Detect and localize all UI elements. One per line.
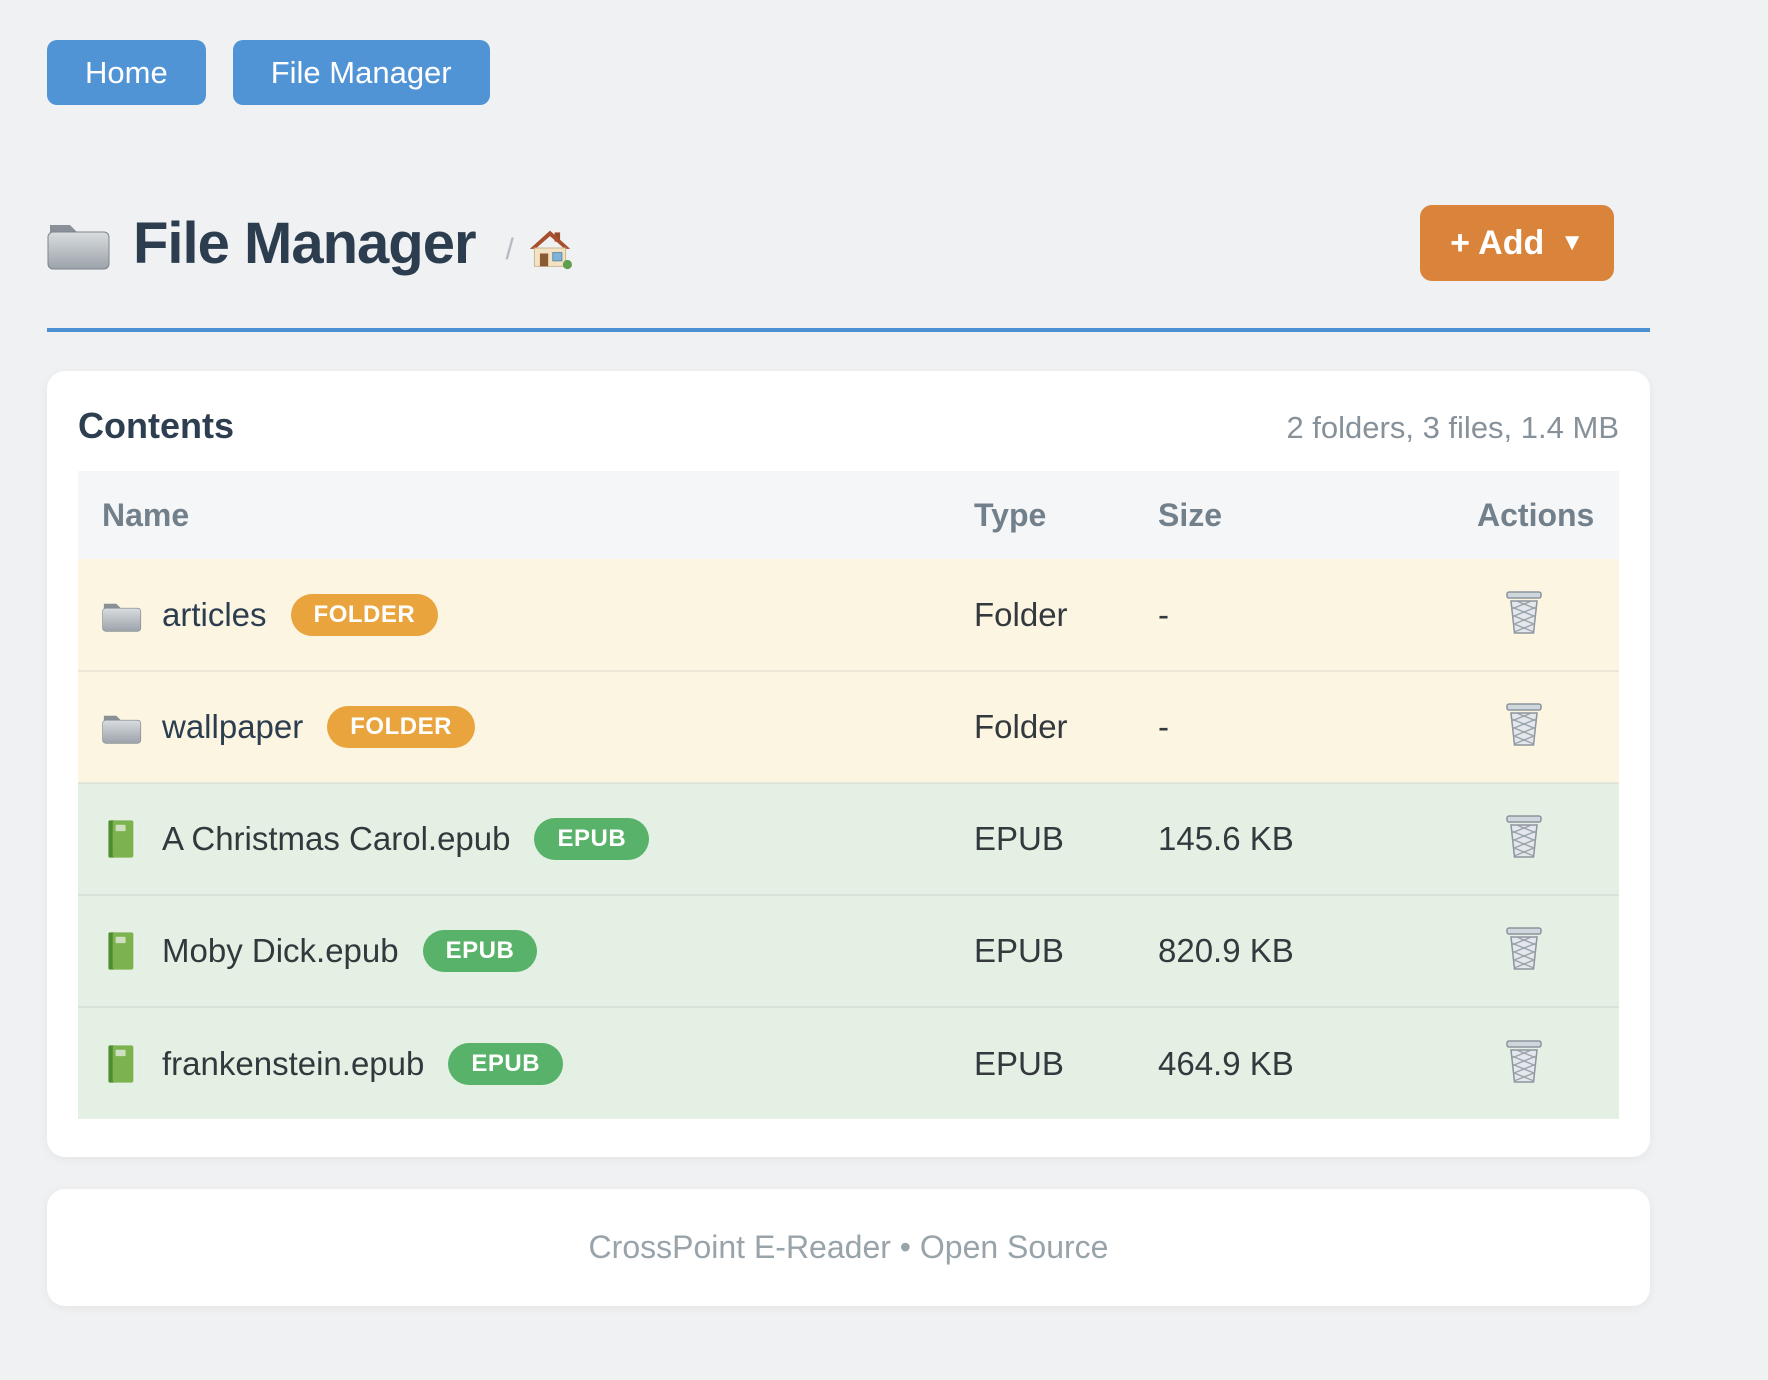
file-table-head: Name Type Size Actions [78, 471, 1619, 559]
column-header-size: Size [1134, 471, 1453, 559]
item-type: Folder [950, 671, 1134, 783]
trash-icon [1503, 1039, 1545, 1085]
item-type-badge: EPUB [422, 930, 538, 972]
item-size: 820.9 KB [1134, 895, 1453, 1007]
trash-icon [1503, 814, 1545, 860]
green-book-icon [108, 820, 137, 858]
trash-icon [1503, 926, 1545, 972]
column-header-name: Name [78, 471, 950, 559]
folder-icon [102, 602, 142, 632]
contents-card-header: Contents 2 folders, 3 files, 1.4 MB [78, 405, 1619, 447]
home-icon [529, 230, 572, 270]
table-row[interactable]: Moby Dick.epub EPUB EPUB 820.9 KB [78, 895, 1619, 1007]
delete-button[interactable] [1499, 698, 1549, 752]
contents-summary: 2 folders, 3 files, 1.4 MB [1286, 410, 1619, 445]
file-manager-button[interactable]: File Manager [232, 40, 490, 105]
delete-button[interactable] [1499, 1035, 1549, 1089]
page: Home File Manager File Manager / + Add ▼… [47, 0, 1650, 1306]
item-type-badge: EPUB [448, 1042, 564, 1085]
title-underline [47, 328, 1650, 332]
column-header-type: Type [950, 471, 1134, 559]
delete-button[interactable] [1499, 586, 1549, 640]
item-name: articles [162, 595, 267, 633]
page-title: File Manager [133, 210, 477, 276]
table-row[interactable]: wallpaper FOLDER Folder - [78, 671, 1619, 783]
item-type: EPUB [950, 783, 1134, 895]
contents-card: Contents 2 folders, 3 files, 1.4 MB Name… [47, 371, 1650, 1157]
footer-card: CrossPoint E-Reader • Open Source [47, 1189, 1650, 1306]
item-size: 145.6 KB [1134, 783, 1453, 895]
item-type: EPUB [950, 895, 1134, 1007]
green-book-icon [108, 932, 137, 970]
item-size: - [1134, 671, 1453, 783]
top-nav: Home File Manager [47, 0, 1650, 105]
breadcrumb-home-link[interactable] [528, 226, 572, 270]
item-name: frankenstein.epub [162, 1044, 425, 1082]
delete-button[interactable] [1499, 922, 1549, 976]
item-type: Folder [950, 559, 1134, 671]
file-table: Name Type Size Actions articles FOLDER F… [78, 471, 1619, 1119]
trash-icon [1503, 702, 1545, 748]
item-name: wallpaper [162, 708, 304, 745]
add-button[interactable]: + Add ▼ [1420, 205, 1614, 281]
chevron-down-icon: ▼ [1560, 229, 1584, 256]
footer-text: CrossPoint E-Reader • Open Source [588, 1229, 1109, 1265]
folder-icon [102, 715, 142, 744]
delete-button[interactable] [1499, 810, 1549, 864]
item-type-badge: EPUB [534, 818, 650, 860]
item-size: 464.9 KB [1134, 1007, 1453, 1119]
table-row[interactable]: frankenstein.epub EPUB EPUB 464.9 KB [78, 1007, 1619, 1119]
item-type: EPUB [950, 1007, 1134, 1119]
folder-icon [47, 224, 110, 270]
page-header: File Manager / + Add ▼ [47, 205, 1650, 281]
breadcrumb-separator: / [505, 233, 514, 266]
item-type-badge: FOLDER [290, 593, 439, 636]
green-book-icon [108, 1044, 137, 1083]
contents-heading: Contents [78, 405, 234, 446]
trash-icon [1503, 590, 1545, 636]
table-row[interactable]: A Christmas Carol.epub EPUB EPUB 145.6 K… [78, 783, 1619, 895]
home-button[interactable]: Home [47, 40, 206, 105]
add-button-label: + Add [1450, 223, 1545, 262]
item-size: - [1134, 559, 1453, 671]
file-table-body: articles FOLDER Folder - wallpaper FOLDE… [78, 559, 1619, 1119]
item-name: A Christmas Carol.epub [162, 820, 511, 857]
table-row[interactable]: articles FOLDER Folder - [78, 559, 1619, 671]
column-header-actions: Actions [1453, 471, 1619, 559]
item-name: Moby Dick.epub [162, 932, 399, 969]
item-type-badge: FOLDER [327, 706, 475, 748]
